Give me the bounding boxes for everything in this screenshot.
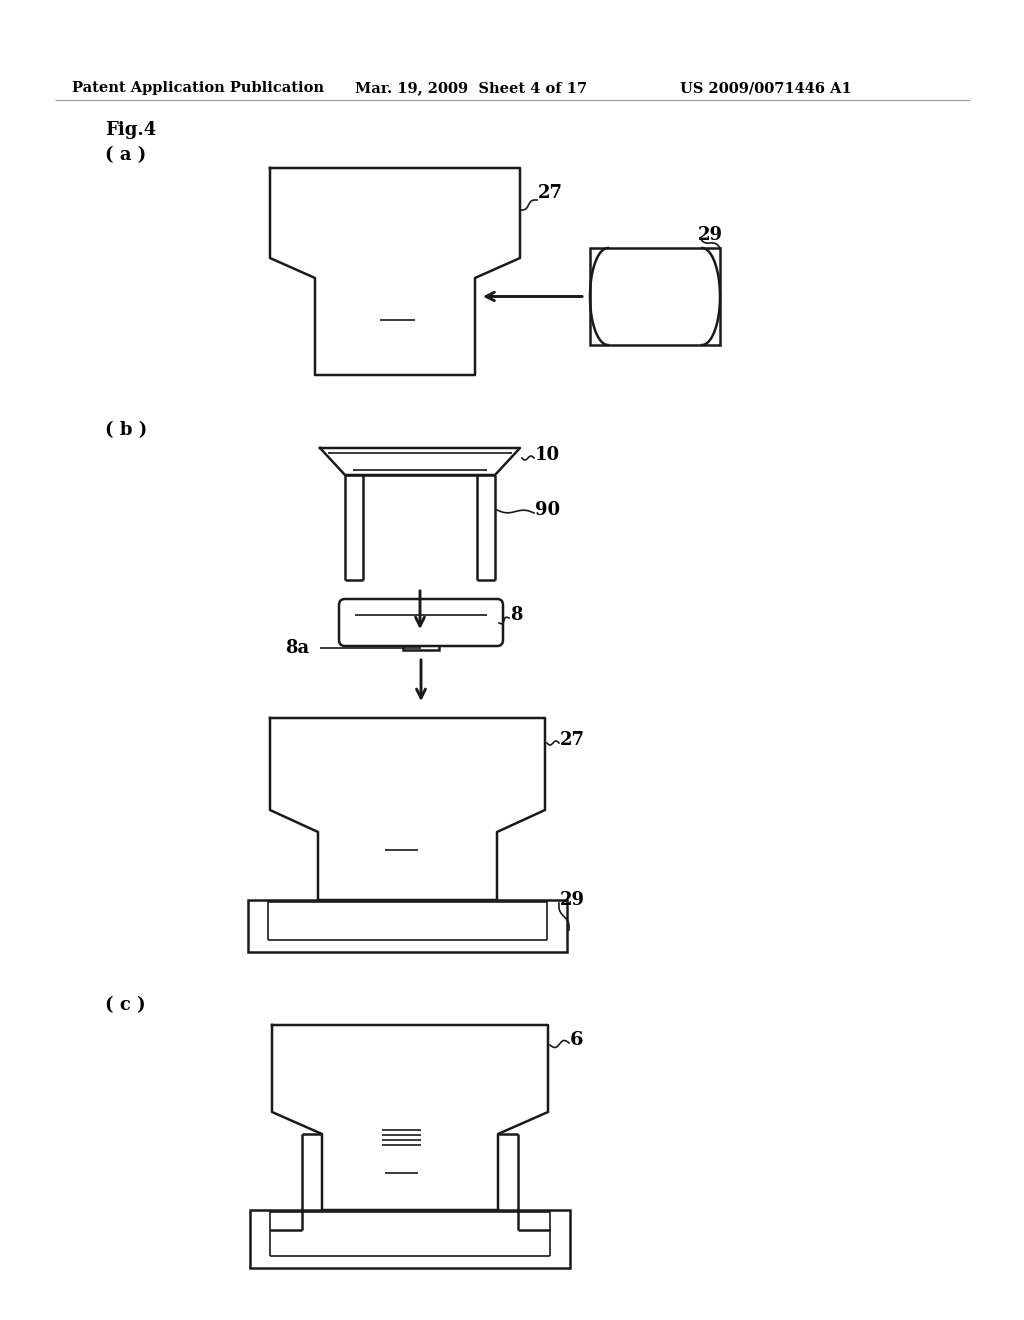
- Polygon shape: [270, 718, 545, 900]
- Bar: [248, 900, 567, 952]
- Bar: [377, 275, 418, 290]
- Text: 27: 27: [560, 731, 585, 748]
- Text: Mar. 19, 2009  Sheet 4 of 17: Mar. 19, 2009 Sheet 4 of 17: [355, 81, 587, 95]
- Bar: [590, 248, 720, 345]
- Text: ( b ): ( b ): [105, 421, 147, 440]
- Polygon shape: [272, 1026, 548, 1210]
- Text: Patent Application Publication: Patent Application Publication: [72, 81, 324, 95]
- Bar: [403, 638, 439, 649]
- Text: Fig.4: Fig.4: [105, 121, 157, 139]
- Bar: [382, 812, 421, 828]
- Bar: [382, 1130, 421, 1148]
- Text: ( c ): ( c ): [105, 997, 145, 1014]
- Text: 27: 27: [538, 183, 563, 202]
- Text: 8: 8: [510, 606, 522, 624]
- Bar: [385, 1148, 418, 1200]
- Text: 8a: 8a: [285, 639, 309, 657]
- Text: 29: 29: [698, 226, 723, 244]
- Bar: [385, 828, 418, 888]
- Text: 29: 29: [560, 891, 585, 909]
- Bar: [250, 1210, 570, 1269]
- Polygon shape: [319, 447, 520, 475]
- Polygon shape: [270, 168, 520, 375]
- Bar: [380, 290, 415, 355]
- FancyBboxPatch shape: [339, 599, 503, 645]
- Text: 90: 90: [535, 502, 560, 519]
- Text: 6: 6: [570, 1031, 584, 1049]
- Text: 10: 10: [535, 446, 560, 465]
- Text: US 2009/0071446 A1: US 2009/0071446 A1: [680, 81, 852, 95]
- Text: ( a ): ( a ): [105, 147, 146, 164]
